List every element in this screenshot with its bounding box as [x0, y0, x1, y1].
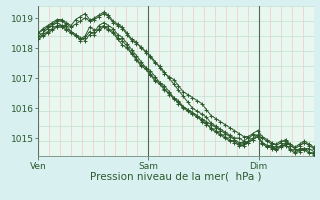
X-axis label: Pression niveau de la mer(  hPa ): Pression niveau de la mer( hPa ) — [90, 172, 262, 182]
